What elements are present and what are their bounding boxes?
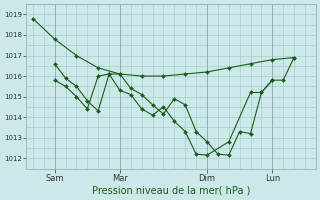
X-axis label: Pression niveau de la mer( hPa ): Pression niveau de la mer( hPa ) [92,186,250,196]
